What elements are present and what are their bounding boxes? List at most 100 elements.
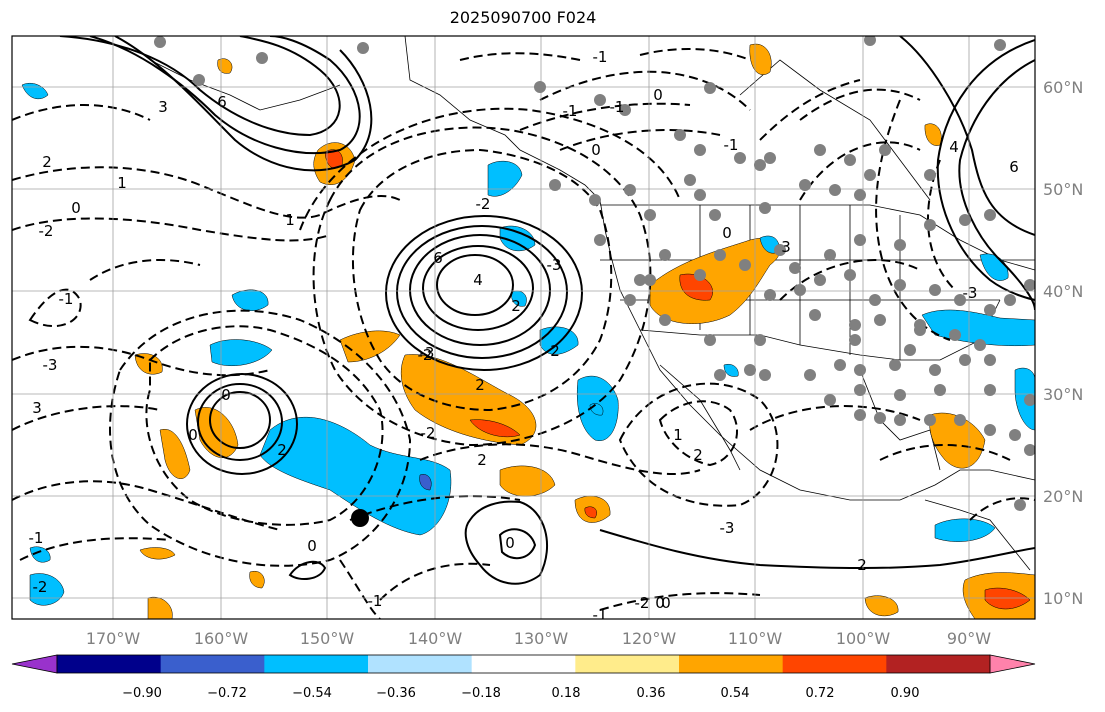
colorbar-frame [56,654,991,674]
latitude-labels: 60°N 50°N 40°N 30°N 20°N 10°N [1043,78,1083,608]
contour-label: 0 [653,86,663,104]
gridlines [12,36,1035,619]
contour-label: -1 [59,290,74,308]
station-dot [714,249,726,261]
station-dot [589,194,601,206]
station-dot [894,239,906,251]
contour-label: 4 [473,271,483,289]
station-dot [534,81,546,93]
station-dot [659,314,671,326]
station-dot [694,269,706,281]
station-dot [1009,429,1021,441]
station-dot [624,184,636,196]
station-dot [694,189,706,201]
station-dot [154,36,166,48]
map-frame [11,35,1036,620]
station-dot [924,169,936,181]
colorbar-tick-label: 0.18 [552,686,581,701]
station-dot [759,202,771,214]
colorbar-extend-high [989,654,1036,674]
lon-label: 130°W [514,629,569,648]
station-dot [814,274,826,286]
contour-label: 6 [433,249,443,267]
contour-label: 2 [42,153,52,171]
colorbar-tick-label: −0.36 [376,686,416,701]
lon-label: 140°W [408,629,463,648]
station-dot [864,36,876,46]
coastlines [149,36,1035,571]
shading-negative [21,82,1035,606]
contour-label: 3 [781,238,791,256]
station-dot [674,129,686,141]
contour-label: 0 [505,534,515,552]
contour-label: -1 [368,592,383,610]
station-dot [794,284,806,296]
contour-label: 1 [117,174,127,192]
contour-label: 0 [591,141,601,159]
station-dot [759,369,771,381]
station-dot [924,219,936,231]
station-dot [894,414,906,426]
chart-title: 2025090700 F024 [449,8,597,27]
contour-label: 3 [32,399,42,417]
lat-label: 20°N [1043,487,1083,506]
contour-label: 2 [857,556,867,574]
station-markers [154,36,1035,511]
colorbar-tick-label: −0.54 [292,686,332,701]
station-dot [644,274,656,286]
contour-label: -2 [421,424,436,442]
storm-center-marker [351,509,369,527]
station-dot [1004,294,1016,306]
colorbar-ticks: −0.90 −0.72 −0.54 −0.36 −0.18 0.18 0.36 … [122,686,919,701]
station-dot [754,334,766,346]
contour-label: 0 [71,199,81,217]
colorbar-segment [575,655,680,673]
station-dot [714,369,726,381]
station-dot [804,369,816,381]
station-dot [959,354,971,366]
contour-label: 1 [285,211,295,229]
station-dot [764,152,776,164]
station-dot [914,319,926,331]
station-dot [809,309,821,321]
colorbar-tick-label: −0.18 [461,686,501,701]
station-dot [984,384,996,396]
station-dot [594,94,606,106]
station-dot [734,152,746,164]
station-dot [959,214,971,226]
contour-label: 0 [655,594,665,612]
lat-label: 10°N [1043,589,1083,608]
station-dot [869,294,881,306]
station-dot [984,354,996,366]
station-dot [854,384,866,396]
station-dot [994,39,1006,51]
contour-label: 1 [673,426,683,444]
station-dot [694,144,706,156]
colorbar-segment [368,655,473,673]
colorbar-tick-label: −0.72 [207,686,247,701]
longitude-labels: 170°W 160°W 150°W 140°W 130°W 120°W 110°… [86,629,991,648]
contour-label: -1 [610,98,625,116]
station-dot [874,314,886,326]
station-dot [984,209,996,221]
contour-label: 2 [511,297,521,315]
contour-label: -3 [43,356,58,374]
station-dot [954,414,966,426]
station-dot [949,329,961,341]
lon-label: 100°W [836,629,891,648]
station-dot [894,389,906,401]
station-dot [934,384,946,396]
contour-label: 6 [1009,158,1019,176]
station-dot [799,179,811,191]
station-dot [924,414,936,426]
station-dot [984,304,996,316]
station-dot [789,262,801,274]
lat-label: 60°N [1043,78,1083,97]
colorbar-tick-label: 0.36 [637,686,666,701]
colorbar: −0.90 −0.72 −0.54 −0.36 −0.18 0.18 0.36 … [11,654,1036,701]
station-dot [829,184,841,196]
contour-label: -2 [418,346,433,364]
contour-label: -1 [593,606,608,624]
contour-label: -1 [593,48,608,66]
